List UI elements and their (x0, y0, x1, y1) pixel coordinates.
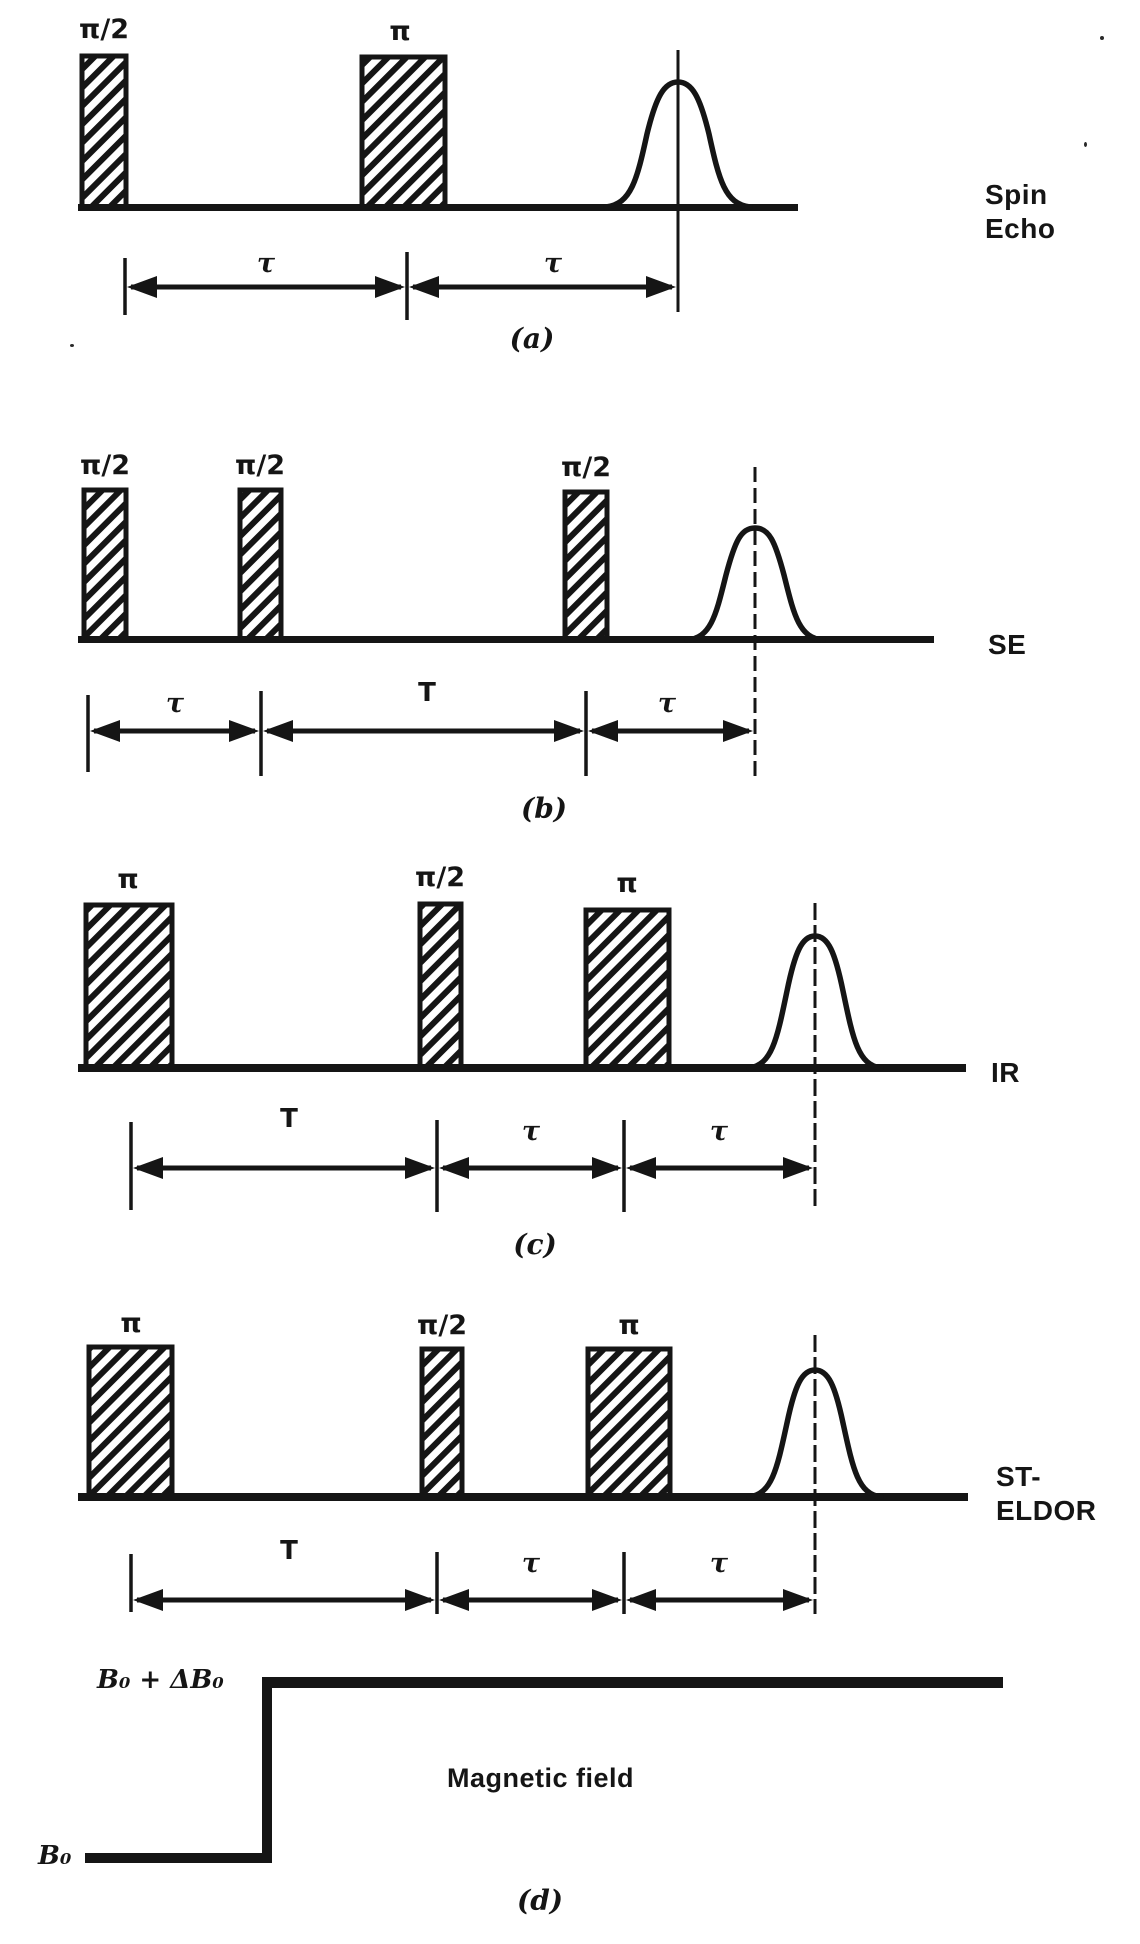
pulse-label-a1: π/2 (78, 14, 130, 45)
field-step-edge (262, 1677, 272, 1863)
arrowhead-c2-right (592, 1157, 622, 1179)
field-low-line (85, 1853, 272, 1863)
panel-a-graphics (78, 50, 798, 320)
scan-speck (1100, 36, 1104, 40)
pulse-label-b1: π/2 (79, 450, 131, 481)
field-annotation: Magnetic field (447, 1763, 635, 1793)
pulse-label-d2: π/2 (416, 1310, 468, 1341)
interval-label-b1: τ (165, 688, 185, 719)
arrowhead-a1-left (127, 276, 157, 298)
arrowhead-d1-left (133, 1589, 163, 1611)
caption-b: (b) (520, 792, 568, 825)
pulse-c1-rect (83, 902, 175, 1071)
field-step-graphics (85, 1677, 1003, 1863)
caption-a: (a) (509, 322, 555, 355)
arrowhead-b1-right (229, 720, 259, 742)
interval-label-d1: T (280, 1536, 298, 1566)
pulse-a1-rect (79, 53, 129, 211)
arrowhead-d3-right (783, 1589, 813, 1611)
pulse-label-c1: π (117, 864, 139, 895)
interval-label-c3: τ (709, 1116, 729, 1147)
side-label-spin-echo: Spin Echo (985, 179, 1056, 244)
side-label-se: SE (988, 629, 1027, 660)
scan-speck (70, 344, 74, 347)
caption-d: (d) (516, 1884, 564, 1917)
arrowhead-b3-right (723, 720, 753, 742)
pulse-d2-rect (419, 1346, 465, 1500)
baseline-b (78, 636, 934, 643)
arrowhead-c1-right (405, 1157, 435, 1179)
pulse-d3-rect (585, 1346, 673, 1500)
interval-label-a2: τ (543, 248, 563, 279)
side-label-st-eldor: ST- ELDOR (996, 1461, 1097, 1526)
arrowhead-a2-right (646, 276, 676, 298)
arrowhead-c1-left (133, 1157, 163, 1179)
interval-label-a1: τ (256, 248, 276, 279)
arrowhead-d2-left (439, 1589, 469, 1611)
arrowhead-c3-right (783, 1157, 813, 1179)
field-low-label: B₀ (38, 1841, 72, 1871)
field-high-label: B₀ + ΔB₀ (97, 1665, 224, 1695)
pulse-label-b3: π/2 (560, 452, 612, 483)
scan-speck (1084, 142, 1087, 147)
panel-b-graphics (78, 467, 934, 776)
arrowhead-b1-left (90, 720, 120, 742)
pulse-label-d1: π (120, 1308, 142, 1339)
interval-label-c1: T (280, 1104, 298, 1134)
pulse-c3-rect (583, 907, 672, 1071)
arrowhead-b2-right (554, 720, 584, 742)
pulse-label-c3: π (616, 868, 638, 899)
pulse-b1-rect (81, 487, 129, 642)
arrowhead-d1-right (405, 1589, 435, 1611)
interval-label-d2: τ (521, 1548, 541, 1579)
panel-c-graphics (78, 901, 966, 1212)
pulse-d1-rect (86, 1344, 175, 1500)
interval-label-c2: τ (521, 1116, 541, 1147)
echo-b (684, 525, 826, 643)
interval-label-b3: τ (657, 688, 677, 719)
baseline-c (78, 1064, 966, 1072)
arrowhead-b2-left (263, 720, 293, 742)
field-high-line (262, 1677, 1003, 1688)
interval-label-b2: T (418, 678, 436, 708)
interval-label-d3: τ (709, 1548, 729, 1579)
panel-d-graphics (78, 1335, 968, 1614)
caption-c: (c) (513, 1228, 557, 1261)
arrowhead-d2-right (592, 1589, 622, 1611)
side-label-ir: IR (991, 1057, 1020, 1088)
arrowhead-c2-left (439, 1157, 469, 1179)
pulse-b3-rect (562, 489, 610, 642)
arrowhead-c3-left (626, 1157, 656, 1179)
arrowhead-b3-left (588, 720, 618, 742)
pulse-b2-rect (237, 487, 284, 642)
pulse-label-a2: π (389, 16, 411, 47)
arrowhead-d3-left (626, 1589, 656, 1611)
arrowhead-a2-left (409, 276, 439, 298)
pulse-a2-rect (359, 54, 448, 211)
pulse-label-b2: π/2 (234, 450, 286, 481)
arrowhead-a1-right (375, 276, 405, 298)
baseline-d (78, 1493, 968, 1501)
pulse-label-d3: π (618, 1310, 640, 1341)
pulse-label-c2: π/2 (414, 862, 466, 893)
pulse-c2-rect (417, 901, 464, 1071)
